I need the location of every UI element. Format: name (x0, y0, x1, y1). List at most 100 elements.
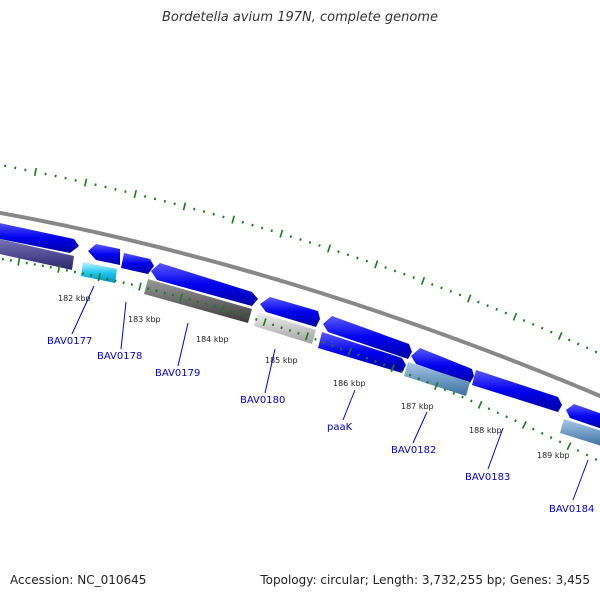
tick-mark (390, 364, 395, 373)
tick-mark (279, 229, 284, 238)
tick-mark (318, 244, 321, 247)
gene-arrow[interactable] (323, 316, 412, 359)
tick-mark (270, 229, 273, 233)
tick-mark (458, 293, 462, 297)
tick-mark (347, 347, 352, 356)
tick-mark (163, 291, 166, 295)
tick-mark (420, 276, 426, 285)
tick-mark (33, 167, 38, 176)
tick-mark (346, 253, 350, 257)
tick-mark (213, 305, 216, 309)
gene-arrow[interactable] (566, 404, 600, 430)
tick-mark (521, 420, 527, 429)
tick-mark (271, 323, 275, 327)
tick-mark (220, 305, 225, 314)
tick-mark (594, 457, 598, 461)
tick-mark (496, 411, 500, 415)
tick-mark (594, 350, 598, 354)
tick-mark (241, 220, 244, 224)
leader-line (572, 459, 589, 501)
tick-mark (106, 277, 109, 281)
tick-mark (549, 330, 553, 334)
tick-mark (339, 347, 343, 350)
tick-mark (229, 310, 233, 314)
tick-mark (540, 431, 544, 435)
leader-line (177, 322, 189, 367)
tick-mark (357, 353, 360, 357)
tick-mark (585, 346, 589, 350)
gene-label[interactable]: paaK (327, 422, 353, 433)
map-title: Bordetella avium 197N, complete genome (162, 10, 438, 25)
tick-mark (124, 190, 127, 194)
tick-mark (440, 286, 443, 290)
tick-mark (314, 337, 317, 341)
tick-mark (531, 322, 535, 326)
tick-mark (412, 276, 415, 280)
gene-label[interactable]: BAV0184 (549, 504, 594, 515)
gene-arrow[interactable] (0, 222, 79, 253)
leader-line (71, 285, 95, 335)
tick-mark (130, 283, 133, 287)
gene-block[interactable] (404, 362, 470, 396)
tick-mark (576, 342, 580, 346)
tick-mark (231, 215, 235, 224)
tick-mark (64, 176, 67, 180)
tick-mark (97, 273, 101, 282)
gene-labels: BAV0177 BAV0178 BAV0179 BAV0180 paaK BAV… (47, 336, 594, 515)
tick-mark (251, 223, 254, 227)
gene-arrow[interactable] (260, 297, 320, 327)
tick-mark (163, 199, 167, 203)
gene-label[interactable]: BAV0178 (97, 351, 142, 362)
tick-mark (558, 440, 562, 444)
gene-block[interactable] (254, 312, 316, 344)
leader-line (264, 348, 276, 394)
tick-mark (138, 282, 142, 291)
kbp-label: 188 kbp (469, 426, 502, 435)
gene-arrow[interactable] (121, 253, 154, 274)
outer-tick-ring (4, 164, 598, 354)
tick-mark (222, 215, 225, 219)
tick-mark (576, 449, 580, 453)
gene-block[interactable] (0, 238, 74, 270)
tick-mark (393, 269, 397, 273)
gene-arrow[interactable] (88, 244, 120, 265)
tick-mark (182, 202, 187, 211)
gene-label[interactable]: BAV0177 (47, 336, 92, 347)
tick-mark (443, 388, 447, 392)
gene-arrow[interactable] (151, 263, 258, 306)
tick-mark (470, 399, 473, 403)
gene-arrow[interactable] (411, 348, 474, 383)
tick-mark (337, 250, 340, 254)
tick-mark (585, 453, 589, 457)
tick-mark (262, 318, 267, 327)
leader-line (342, 389, 356, 421)
tick-mark (433, 381, 439, 390)
gene-label[interactable]: BAV0183 (465, 472, 510, 483)
tick-mark (449, 289, 453, 293)
tick-mark (74, 178, 77, 182)
inner-tick-ring (1, 257, 598, 461)
tick-mark (374, 260, 379, 269)
gene-arrow[interactable] (318, 332, 406, 373)
gene-label[interactable]: BAV0182 (391, 445, 436, 456)
tick-mark (417, 377, 421, 381)
gene-block[interactable] (560, 419, 600, 447)
tick-mark (260, 226, 264, 230)
tick-mark (477, 300, 480, 304)
tick-mark (504, 311, 508, 315)
tick-mark (461, 395, 464, 399)
tick-mark (299, 238, 302, 241)
gene-arrow[interactable] (472, 370, 562, 412)
tick-mark (567, 338, 571, 342)
kbp-label: 185 kbp (265, 356, 298, 365)
gene-block[interactable] (81, 262, 117, 283)
tick-mark (202, 210, 206, 213)
gene-label[interactable]: BAV0179 (155, 368, 200, 379)
kbp-label: 187 kbp (401, 402, 434, 411)
leader-line (487, 427, 504, 470)
tick-mark (408, 373, 412, 377)
tick-mark (486, 304, 489, 308)
tick-mark (426, 380, 429, 384)
forward-strand-genes (0, 222, 600, 430)
gene-label[interactable]: BAV0180 (240, 395, 285, 406)
